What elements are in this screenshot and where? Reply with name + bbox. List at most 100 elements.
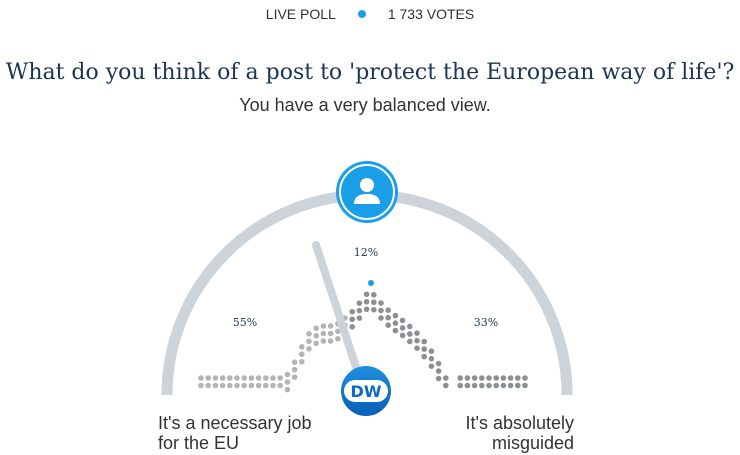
vote-dot [255,382,262,389]
vote-dot [522,382,528,389]
live-dot-icon [357,10,366,18]
vote-dot [421,338,428,345]
vote-dot [291,374,298,380]
vote-dot [248,375,255,381]
vote-dot [356,307,363,314]
right-axis-label: It's absolutely misguided [465,413,575,453]
vote-dot [306,338,312,345]
vote-dot [327,323,334,329]
dw-logo: DW [341,366,391,416]
vote-dot [486,382,492,389]
vote-dot [263,375,269,381]
vote-dot [392,320,399,326]
vote-dot [284,386,291,393]
pct-label-right: 33% [474,316,498,329]
vote-dot [443,375,449,381]
vote-count: 1 733 VOTES [387,6,475,22]
vote-dot [500,382,507,389]
pct-label-middle: 12% [354,246,378,259]
vote-dot [263,382,269,389]
vote-dot [371,306,377,313]
vote-dot [255,375,262,381]
vote-dot [515,382,521,389]
vote-dot [471,382,478,389]
vote-dot [378,300,384,306]
vote-dots [198,280,528,393]
vote-dot [399,325,406,331]
vote-dot [277,375,284,381]
vote-dot [320,323,327,329]
vote-dot [327,338,334,344]
vote-dot [248,382,255,389]
vote-dot [471,375,478,381]
vote-dot [313,325,320,332]
vote-dot [428,348,435,355]
needle [312,241,361,374]
vote-dot [428,355,435,362]
vote-dot [371,299,377,306]
vote-dot [479,375,485,381]
vote-dot [435,360,442,367]
vote-dot [407,338,413,345]
vote-dot [335,335,341,342]
vote-dot [392,312,399,319]
vote-dot [464,382,471,389]
vote-dot [414,337,420,344]
vote-dot [306,346,312,352]
vote-dot [198,375,204,381]
vote-dot [234,382,240,389]
vote-dot [399,317,406,324]
vote-dot [299,351,305,358]
vote-dot [270,382,276,389]
vote-dot [399,332,406,339]
vote-dot [464,375,471,381]
vote-dot [299,343,305,350]
vote-dot [277,382,284,389]
vote-dot [363,291,370,298]
vote-dot [421,346,428,352]
vote-dot [363,306,370,313]
vote-dot [378,307,384,314]
vote-dot [486,375,492,381]
vote-dot [493,382,500,389]
vote-dot [205,375,211,381]
vote-dot [435,368,442,374]
vote-dot [385,314,392,321]
vote-dot [227,382,233,389]
vote-dot [335,328,341,335]
left-axis-label: It's a necessary job for the EU [158,413,312,453]
vote-dot [299,358,305,365]
vote-dot [515,375,521,381]
vote-dot [241,382,247,389]
vote-dot [291,366,298,373]
vote-dot [306,331,312,337]
vote-dot [320,338,327,344]
vote-dot [198,382,204,389]
vote-dot [234,375,240,381]
vote-dot [414,345,420,352]
vote-dot [392,327,399,334]
vote-dot [241,375,247,381]
vote-dot [349,308,356,315]
vote-dot [493,375,500,381]
vote-dot [522,375,528,381]
vote-dot [227,375,233,381]
vote-dot [284,379,291,385]
vote-dot [407,323,413,330]
vote-dot [371,291,377,298]
user-vote-dot [368,280,374,286]
live-poll-label: LIVE POLL [265,6,336,22]
vote-dot [457,382,464,389]
user-icon [336,161,398,223]
vote-dot [507,375,514,381]
vote-dot [270,375,276,381]
svg-text:DW: DW [351,382,382,401]
vote-dot [428,363,435,370]
vote-dot [363,298,370,305]
vote-dot [479,382,485,389]
vote-dot [507,382,514,389]
vote-dot [443,382,449,389]
vote-dot [385,307,392,314]
vote-dot [356,315,363,321]
